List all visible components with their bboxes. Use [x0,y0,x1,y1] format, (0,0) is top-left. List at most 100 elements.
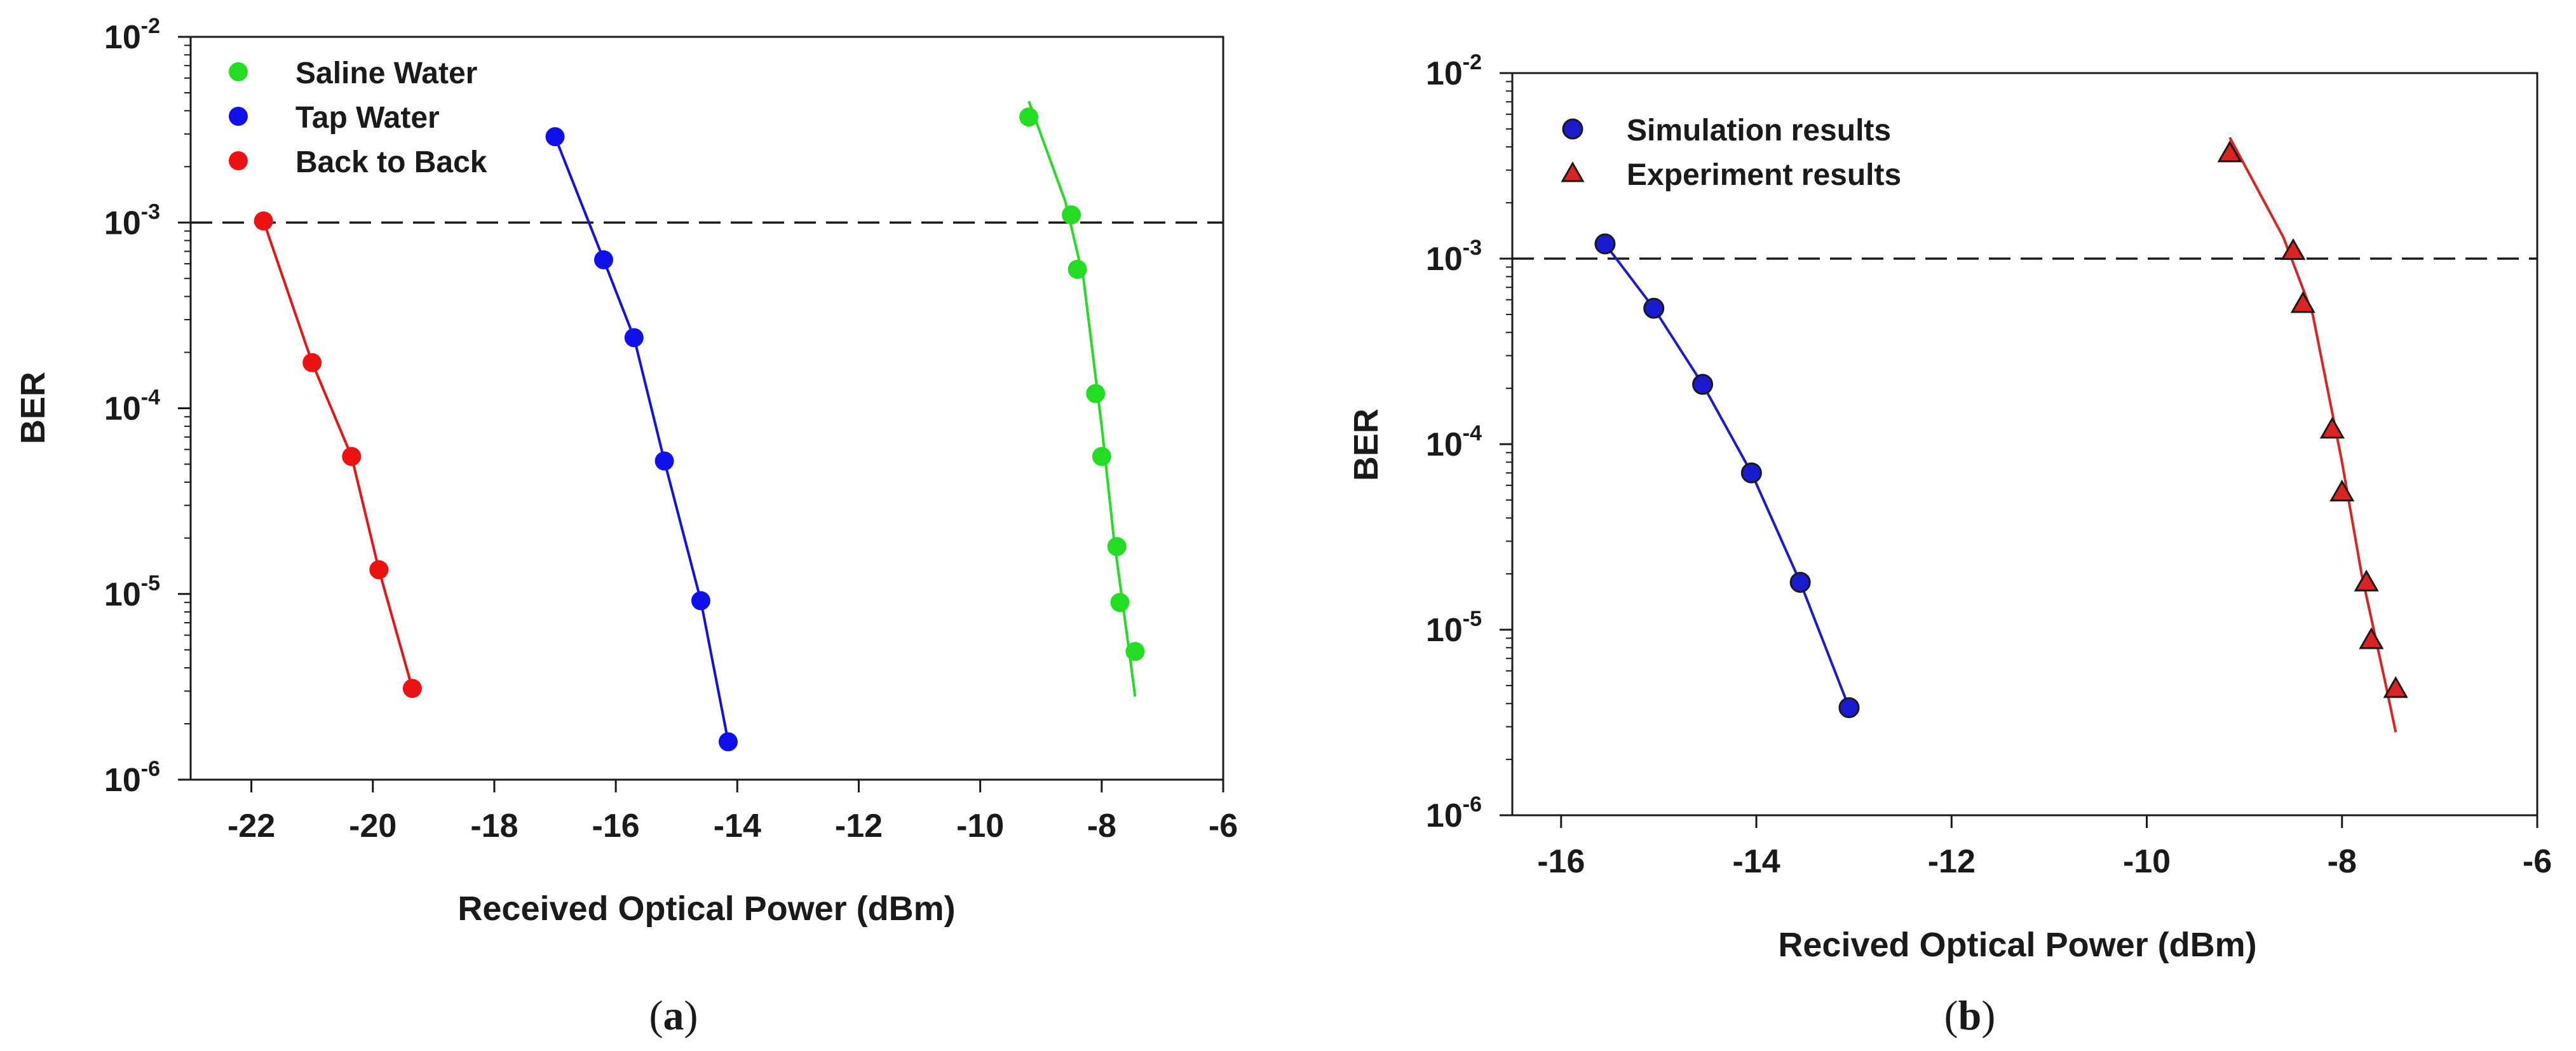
data-point [1838,697,1860,719]
y-tick-base: 10 [104,19,141,56]
fit-line-simulation-results [1599,236,1850,709]
y-tick-label: 10-3 [104,200,160,241]
data-point [2359,627,2384,649]
x-tick-label: -16 [1537,843,1585,880]
legend: Simulation results Experiment results [1561,114,1901,192]
x-axis-title: Received Optical Power (dBm) [458,890,955,928]
data-point [624,328,644,348]
y-tick-exponent: -3 [141,200,160,224]
x-tick-label: -6 [1209,808,1238,844]
x-tick-label: -8 [2328,843,2357,880]
data-point [2281,238,2306,261]
data-point [691,591,710,611]
x-tick-label: -16 [592,808,640,844]
panel-b-chart: -16 -14 -12 -10 -8 -610-610-510-410-310-2Reci… [1347,50,2552,1039]
panel-label: (a) [649,993,698,1039]
data-point [718,732,738,752]
x-tick-label: -18 [470,808,518,844]
data-point [1643,297,1665,319]
legend-label-saline-water: Saline Water [295,57,477,90]
fit-line-back-to-back [262,220,414,689]
y-tick-label: 10-5 [1426,607,1482,649]
y-tick-exponent: -2 [141,14,160,38]
y-tick-base: 10 [104,576,141,613]
legend-marker-back-to-back [229,151,248,170]
data-point [594,250,613,269]
y-tick-label: 10-5 [104,571,160,613]
data-point [2329,479,2355,502]
legend: Saline Water Tap Water Back to Back [229,57,487,179]
y-tick-label: 10-3 [1426,236,1482,278]
fit-line-experiment-results [2228,137,2397,733]
data-point [2290,291,2315,313]
legend-marker-saline-water [229,62,248,81]
y-tick-base: 10 [1426,612,1463,649]
x-axis-title: Recived Optical Power (dBm) [1778,926,2256,964]
legend-label-simulation-results: Simulation results [1627,114,1891,147]
y-tick-label: 10-4 [104,386,160,428]
series-experiment-results [2217,137,2408,733]
series-saline-water [1019,100,1145,697]
data-point [2217,140,2242,163]
panel-label-letter: b [1958,993,1982,1039]
y-tick-exponent: -6 [141,757,160,781]
legend-marker-experiment-results [1561,161,1585,182]
x-tick-label: -10 [956,808,1004,844]
y-tick-base: 10 [1426,426,1463,463]
data-point [1692,374,1714,395]
data-point [1789,571,1811,593]
y-tick-base: 10 [104,205,141,241]
data-point [1125,642,1145,661]
data-point [1019,107,1039,127]
x-tick-label: -22 [227,808,275,844]
x-tick-label: -6 [2523,843,2552,880]
y-tick-base: 10 [1426,797,1463,834]
y-axis-title: BER [14,372,52,444]
panel-label-letter: a [663,993,684,1039]
legend-label-experiment-results: Experiment results [1627,158,1901,192]
data-point [1107,537,1127,557]
data-point [2319,416,2345,439]
series-back-to-back [254,211,422,698]
y-tick-label: 10-6 [1426,792,1482,834]
y-tick-base: 10 [104,391,141,428]
y-tick-label: 10-6 [104,757,160,799]
y-tick-label: 10-4 [1426,421,1482,463]
x-tick-label: -12 [835,808,883,844]
y-tick-label: 10-2 [1426,50,1482,92]
legend-marker-simulation-results [1562,118,1583,140]
data-point [1062,205,1081,225]
y-tick-exponent: -6 [1463,792,1482,817]
y-tick-exponent: -5 [141,571,160,595]
data-point [1068,259,1087,279]
data-point [302,353,322,372]
y-tick-base: 10 [1426,241,1463,278]
legend-label-tap-water: Tap Water [295,101,440,135]
data-point [2383,676,2408,698]
y-tick-exponent: -2 [1463,50,1482,74]
panel-a-chart: -22 -20 -18 -16 -14 -12 -10 -8 -610-610-510-410-… [14,14,1238,1039]
y-tick-exponent: -5 [1463,607,1482,631]
panel-label-open-paren: ( [649,993,663,1039]
data-point [654,451,674,471]
data-point [1594,233,1616,255]
data-point [2354,569,2379,592]
y-tick-exponent: -3 [1463,236,1482,260]
data-point [369,560,389,580]
series-tap-water [545,127,738,752]
x-tick-label: -20 [349,808,397,844]
data-point [254,211,273,231]
x-tick-label: -10 [2123,843,2171,880]
panel-label: (b) [1944,993,1996,1039]
x-tick-label: -14 [714,808,761,844]
data-point [1740,462,1762,484]
y-tick-base: 10 [1426,55,1463,92]
data-point [342,447,362,466]
data-point [1092,447,1111,466]
panel-label-close-paren: ) [1981,993,1995,1039]
x-tick-label: -14 [1732,843,1780,880]
data-point [1110,593,1130,613]
x-tick-label: -12 [1928,843,1976,880]
legend-marker-tap-water [229,107,248,126]
